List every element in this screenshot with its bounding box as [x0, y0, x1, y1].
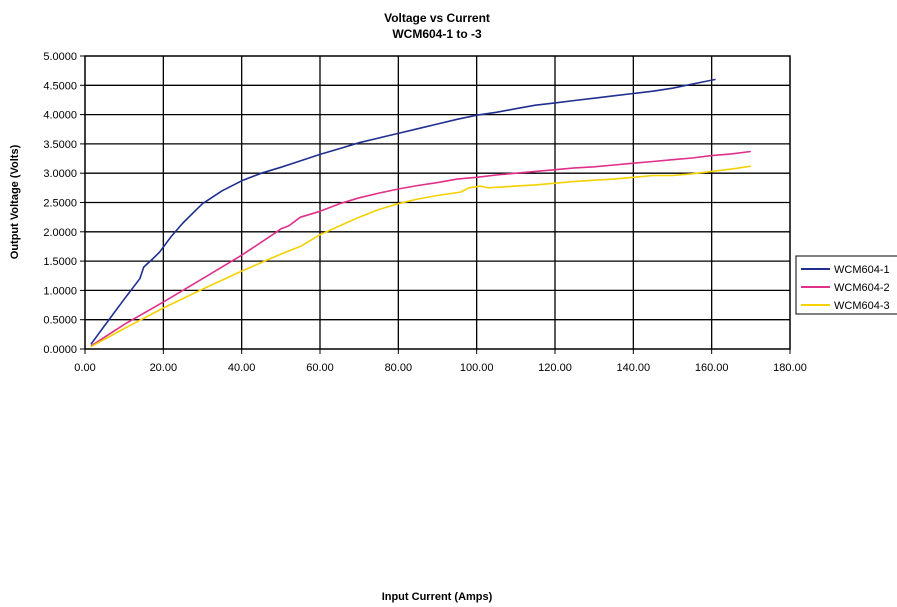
- x-tick-label: 20.00: [150, 362, 178, 374]
- y-tick-label: 3.0000: [43, 168, 77, 180]
- x-tick-labels: 0.00 20.00 40.00 60.00 80.00 100.00 120.00 140.…: [74, 362, 807, 374]
- y-tick-label: 4.5000: [43, 80, 77, 92]
- legend-label: WCM604-3: [834, 300, 890, 312]
- y-tick-label: 0.0000: [43, 344, 77, 356]
- y-tick-label: 5.0000: [43, 51, 77, 63]
- x-tick-label: 160.00: [695, 362, 729, 374]
- y-tick-label: 4.0000: [43, 110, 77, 122]
- legend-label: WCM604-2: [834, 282, 890, 294]
- x-tick-label: 120.00: [538, 362, 572, 374]
- legend-label: WCM604-1: [834, 264, 890, 276]
- grid-lines: [80, 55, 791, 354]
- y-tick-label: 2.5000: [43, 198, 77, 210]
- chart-subtitle: WCM604-1 to -3: [392, 27, 482, 41]
- series-lines: [90, 78, 751, 348]
- y-tick-label: 1.5000: [43, 256, 77, 268]
- y-tick-label: 3.5000: [43, 139, 77, 151]
- chart-title: Voltage vs Current: [384, 11, 490, 25]
- series-line-wcm604-2: [90, 150, 751, 347]
- y-axis-label: Output Voltage (Volts): [9, 144, 21, 259]
- y-tick-label: 1.0000: [43, 285, 77, 297]
- x-tick-label: 60.00: [306, 362, 334, 374]
- legend: WCM604-1 WCM604-2 WCM604-3: [795, 255, 897, 315]
- y-tick-labels: 0.0000 0.5000 1.0000 1.5000 2.0000 2.5000 3.00…: [43, 51, 77, 356]
- series-line-wcm604-3: [90, 165, 751, 348]
- x-tick-label: 80.00: [385, 362, 413, 374]
- x-tick-label: 40.00: [228, 362, 256, 374]
- x-axis-label: Input Current (Amps): [382, 591, 493, 603]
- x-tick-label: 140.00: [617, 362, 651, 374]
- series-line-wcm604-1: [90, 78, 716, 345]
- x-tick-label: 100.00: [460, 362, 494, 374]
- x-tick-label: 180.00: [773, 362, 807, 374]
- x-tick-label: 0.00: [74, 362, 95, 374]
- y-tick-label: 0.5000: [43, 315, 77, 327]
- y-tick-label: 2.0000: [43, 227, 77, 239]
